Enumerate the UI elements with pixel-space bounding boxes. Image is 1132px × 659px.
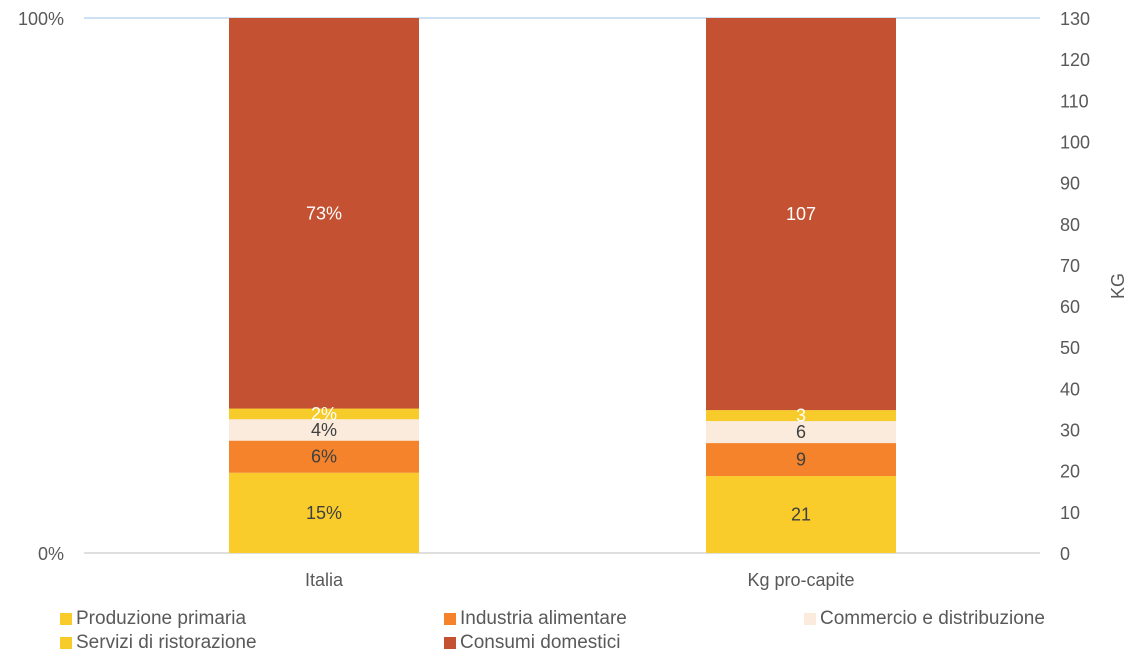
right-axis: 0 10 20 30 40 50 60 70 80 90 100 110 120 130 (1060, 9, 1090, 564)
right-tick-label: 80 (1060, 215, 1080, 235)
bar-segment (706, 443, 896, 477)
data-label: 21 (791, 505, 811, 525)
legend-label: Produzione primaria (76, 608, 247, 629)
data-label: 6 (796, 422, 806, 442)
legend-swatch (60, 613, 72, 625)
bar-segment (706, 421, 896, 444)
right-tick-label: 130 (1060, 9, 1090, 29)
legend-label: Consumi domestici (460, 632, 621, 653)
bars-group (229, 18, 896, 553)
bar-segment (229, 18, 419, 409)
bar-segment (229, 419, 419, 441)
data-label: 107 (786, 204, 816, 224)
legend-item: Commercio e distribuzione (804, 608, 1045, 630)
category-axis: Italia Kg pro-capite (305, 570, 855, 590)
left-tick-label: 0% (38, 544, 64, 564)
right-tick-label: 60 (1060, 297, 1080, 317)
left-axis: 0% 100% (18, 9, 64, 564)
bar-segment (229, 440, 419, 473)
legend-swatch (60, 637, 72, 649)
right-tick-label: 120 (1060, 50, 1090, 70)
right-axis-title: KG (1108, 273, 1128, 299)
bar-segment (706, 410, 896, 422)
data-label: 2% (311, 404, 337, 424)
data-label: 4% (311, 420, 337, 440)
legend-item: Consumi domestici (444, 632, 621, 654)
stacked-bar-chart: 15% 6% 4%2% 73% 21 9 63 107 0% 100% 0 10 20 30 40 50 6… (18, 9, 1128, 590)
category-label: Kg pro-capite (747, 570, 854, 590)
legend-item: Industria alimentare (444, 608, 627, 630)
category-label: Italia (305, 570, 344, 590)
data-label: 73% (306, 203, 342, 223)
legend-item: Servizi di ristorazione (60, 632, 257, 654)
legend-swatch (444, 637, 456, 649)
data-labels-group: 15% 6% 4%2% 73% 21 9 63 107 (306, 203, 816, 524)
data-label: 6% (311, 447, 337, 467)
right-tick-label: 30 (1060, 421, 1080, 441)
right-tick-label: 70 (1060, 256, 1080, 276)
data-label: 9 (796, 450, 806, 470)
legend-swatch (804, 613, 816, 625)
right-tick-label: 100 (1060, 132, 1090, 152)
right-tick-label: 90 (1060, 174, 1080, 194)
bar-segment (229, 408, 419, 420)
right-tick-label: 50 (1060, 338, 1080, 358)
bar-segment (229, 472, 419, 553)
right-tick-label: 20 (1060, 462, 1080, 482)
legend-label: Industria alimentare (460, 608, 627, 629)
left-tick-label: 100% (18, 9, 64, 29)
data-label: 3 (796, 406, 806, 426)
legend-label: Servizi di ristorazione (76, 632, 257, 653)
data-label: 15% (306, 503, 342, 523)
legend-item: Produzione primaria (60, 608, 246, 630)
legend-swatch (444, 613, 456, 625)
legend-label: Commercio e distribuzione (820, 608, 1045, 629)
right-tick-label: 40 (1060, 379, 1080, 399)
bar-segment (706, 476, 896, 553)
right-tick-label: 110 (1060, 91, 1089, 111)
right-tick-label: 10 (1060, 503, 1080, 523)
right-tick-label: 0 (1060, 544, 1070, 564)
bar-segment (706, 18, 896, 411)
